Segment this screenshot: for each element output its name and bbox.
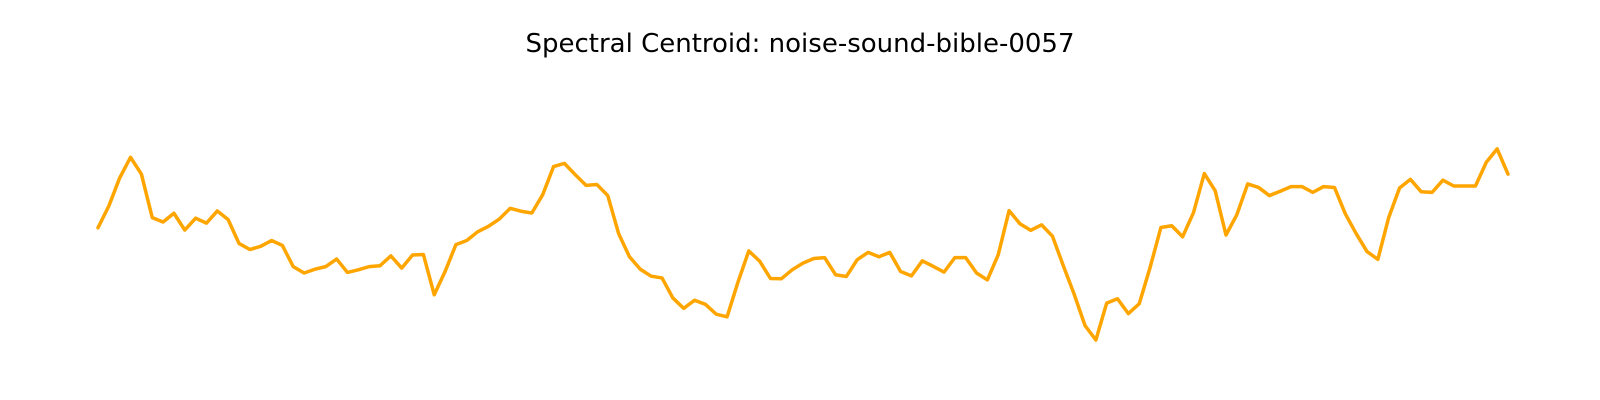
chart-title: Spectral Centroid: noise-sound-bible-005… xyxy=(525,29,1074,59)
series-line-0 xyxy=(96,147,1510,342)
series-layer xyxy=(96,147,1510,342)
